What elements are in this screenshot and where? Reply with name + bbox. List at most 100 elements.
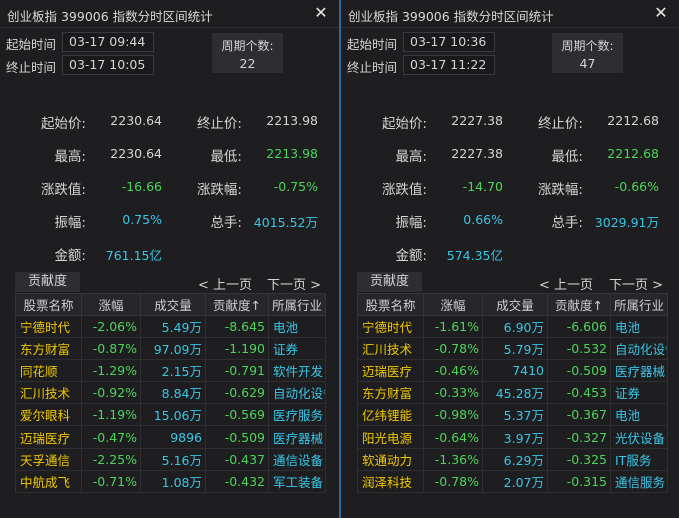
table-header-row: 股票名称 涨幅 成交量 贡献度↑ 所属行业 (15, 293, 326, 316)
table-header-row: 股票名称 涨幅 成交量 贡献度↑ 所属行业 (357, 293, 668, 316)
stock-contribution: -0.532 (547, 337, 611, 361)
change-label: 涨跌值: (381, 182, 427, 198)
stock-pct: -2.06% (81, 314, 141, 339)
table-row[interactable]: 宁德时代 -2.06% 5.49万 -8.645 电池 (15, 314, 326, 339)
stock-contribution: -6.606 (547, 314, 611, 339)
window-title: 创业板指 399006 指数分时区间统计 (7, 9, 213, 24)
table-row[interactable]: 软通动力 -1.36% 6.29万 -0.325 IT服务 (357, 447, 668, 471)
high-label: 最高: (395, 149, 427, 165)
prev-page-button[interactable]: < 上一页 (539, 278, 594, 293)
table-row[interactable]: 阳光电源 -0.64% 3.97万 -0.327 光伏设备 (357, 425, 668, 449)
prev-page-button[interactable]: < 上一页 (198, 278, 253, 293)
stock-name: 迈瑞医疗 (357, 359, 424, 383)
stock-industry: IT服务 (610, 447, 668, 471)
volume-label: 总手: (551, 215, 583, 231)
stock-volume: 5.79万 (482, 337, 548, 361)
column-header-contribution[interactable]: 贡献度↑ (205, 293, 269, 316)
table-row[interactable]: 迈瑞医疗 -0.46% 7410 -0.509 医疗器械 (357, 359, 668, 383)
stock-volume: 5.49万 (140, 314, 206, 339)
stock-contribution: -0.325 (547, 447, 611, 471)
end-time-field[interactable]: 03-17 11:22 (403, 55, 495, 75)
start-price-value: 2227.38 (451, 113, 503, 128)
stock-name: 爱尔眼科 (15, 403, 82, 427)
title-bar: 创业板指 399006 指数分时区间统计 ✕ (341, 0, 679, 28)
volume-value: 4015.52万 (253, 215, 318, 230)
stock-pct: -1.19% (81, 403, 141, 427)
stock-pct: -0.92% (81, 381, 141, 405)
end-time-label: 终止时间 (6, 60, 57, 75)
period-count-value: 22 (239, 56, 256, 71)
end-time-label: 终止时间 (347, 60, 398, 75)
column-header-industry[interactable]: 所属行业 (268, 293, 326, 316)
end-price-value: 2213.98 (266, 113, 318, 128)
stock-industry: 证券 (268, 337, 326, 361)
next-page-button[interactable]: 下一页 > (267, 278, 322, 293)
amplitude-label: 振幅: (54, 215, 86, 231)
stock-industry: 自动化设备 (268, 381, 326, 405)
period-count-value: 47 (579, 56, 596, 71)
stock-pct: -0.87% (81, 337, 141, 361)
column-header-volume[interactable]: 成交量 (140, 293, 206, 316)
close-icon[interactable]: ✕ (654, 3, 668, 22)
next-page-button[interactable]: 下一页 > (609, 278, 664, 293)
amplitude-value: 0.66% (463, 212, 503, 227)
stock-volume: 6.90万 (482, 314, 548, 339)
table-row[interactable]: 东方财富 -0.87% 97.09万 -1.190 证券 (15, 337, 326, 361)
stock-industry: 医疗器械 (268, 425, 326, 449)
stock-industry: 电池 (610, 403, 668, 427)
table-row[interactable]: 汇川技术-0.78%5.79万-0.532自动化设备 (357, 337, 668, 361)
contribution-tab[interactable]: 贡献度 (15, 272, 80, 292)
table-row[interactable]: 东方财富 -0.33% 45.28万 -0.453 证券 (357, 381, 668, 405)
stock-contribution: -0.453 (547, 381, 611, 405)
table-row[interactable]: 爱尔眼科 -1.19% 15.06万 -0.569 医疗服务 (15, 403, 326, 427)
stock-industry: 自动化设备 (610, 337, 668, 361)
stock-pct: -2.25% (81, 447, 141, 471)
table-row[interactable]: 汇川技术-0.92%8.84万-0.629自动化设备 (15, 381, 326, 405)
column-header-industry[interactable]: 所属行业 (610, 293, 668, 316)
table-row[interactable]: 宁德时代 -1.61% 6.90万 -6.606 电池 (357, 314, 668, 339)
period-count-box: 周期个数: 22 (212, 33, 283, 73)
title-bar: 创业板指 399006 指数分时区间统计 ✕ (0, 0, 339, 28)
low-label: 最低: (210, 149, 242, 165)
column-header-pct[interactable]: 涨幅 (423, 293, 483, 316)
end-time-field[interactable]: 03-17 10:05 (62, 55, 154, 75)
stock-name: 宁德时代 (357, 314, 424, 339)
change-value: -14.70 (462, 179, 503, 194)
table-row[interactable]: 迈瑞医疗 -0.47% 9896 -0.509 医疗器械 (15, 425, 326, 449)
stock-name: 东方财富 (15, 337, 82, 361)
stock-contribution: -0.432 (205, 469, 269, 493)
low-label: 最低: (551, 149, 583, 165)
stock-volume: 9896 (140, 425, 206, 449)
stock-contribution: -0.315 (547, 469, 611, 493)
low-value: 2213.98 (266, 146, 318, 161)
stock-volume: 97.09万 (140, 337, 206, 361)
table-row[interactable]: 中航成飞 -0.71% 1.08万 -0.432 军工装备 (15, 469, 326, 493)
start-time-field[interactable]: 03-17 10:36 (403, 32, 495, 52)
start-time-label: 起始时间 (347, 37, 398, 52)
table-row[interactable]: 亿纬锂能 -0.98% 5.37万 -0.367 电池 (357, 403, 668, 427)
close-icon[interactable]: ✕ (314, 3, 328, 22)
column-header-volume[interactable]: 成交量 (482, 293, 548, 316)
interval-stats-panel-2: 创业板指 399006 指数分时区间统计 ✕ 起始时间 03-17 10:36 … (341, 0, 679, 518)
column-header-name[interactable]: 股票名称 (15, 293, 82, 316)
contribution-tab[interactable]: 贡献度 (357, 272, 422, 292)
start-time-label: 起始时间 (6, 37, 57, 52)
table-row[interactable]: 天孚通信 -2.25% 5.16万 -0.437 通信设备 (15, 447, 326, 471)
stock-pct: -0.46% (423, 359, 483, 383)
stock-contribution: -0.509 (547, 359, 611, 383)
stock-contribution: -8.645 (205, 314, 269, 339)
stock-industry: 软件开发 (268, 359, 326, 383)
column-header-contribution[interactable]: 贡献度↑ (547, 293, 611, 316)
volume-value: 3029.91万 (594, 215, 659, 230)
change-pct-label: 涨跌幅: (196, 182, 242, 198)
stock-industry: 通信设备 (268, 447, 326, 471)
table-row[interactable]: 润泽科技 -0.78% 2.07万 -0.315 通信服务 (357, 469, 668, 493)
column-header-pct[interactable]: 涨幅 (81, 293, 141, 316)
stock-name: 天孚通信 (15, 447, 82, 471)
amount-label: 金额: (395, 248, 427, 264)
high-value: 2230.64 (110, 146, 162, 161)
table-row[interactable]: 同花顺 -1.29% 2.15万 -0.791 软件开发 (15, 359, 326, 383)
start-time-field[interactable]: 03-17 09:44 (62, 32, 154, 52)
column-header-name[interactable]: 股票名称 (357, 293, 424, 316)
contribution-table: 股票名称 涨幅 成交量 贡献度↑ 所属行业 宁德时代 -1.61% 6.90万 -6.… (357, 293, 668, 493)
